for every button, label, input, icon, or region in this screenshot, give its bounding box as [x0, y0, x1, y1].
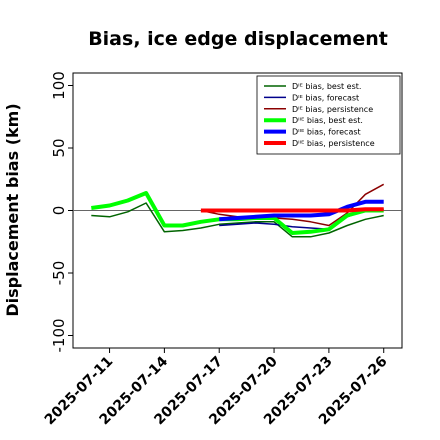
legend-label: Dᴵᴵᴱ bias, forecast [292, 128, 361, 137]
legend-label: Dᴵᴱ bias, forecast [292, 93, 359, 102]
legend: Dᴵᴱ bias, best est. Dᴵᴱ bias, forecast Dᴵᴱ… [256, 75, 401, 155]
x-ticks: 2025-07-112025-07-142025-07-172025-07-20… [42, 348, 391, 428]
series-layer [91, 183, 385, 238]
y-tick-label: 50 [50, 138, 68, 157]
y-ticks: -100 -50 0 50 100 [50, 71, 73, 353]
series-line-4 [91, 191, 384, 235]
series-line-1 [91, 202, 384, 238]
y-axis-label: Displacement bias (km) [3, 103, 22, 316]
legend-label: Dᴵᴱ bias, best est. [292, 82, 361, 91]
series-line-5 [219, 199, 384, 222]
legend-label: Dᴵᴵᴱ bias, persistence [292, 139, 375, 148]
legend-label: Dᴵᴵᴱ bias, best est. [292, 116, 363, 125]
series-line-6 [200, 207, 384, 213]
y-tick-label: 100 [50, 71, 68, 100]
y-tick-label: -50 [50, 261, 68, 286]
chart-title: Bias, ice edge displacement [88, 28, 388, 50]
y-tick-label: -100 [50, 318, 68, 352]
legend-label: Dᴵᴱ bias, persistence [292, 105, 373, 114]
y-tick-label: 0 [50, 206, 68, 216]
